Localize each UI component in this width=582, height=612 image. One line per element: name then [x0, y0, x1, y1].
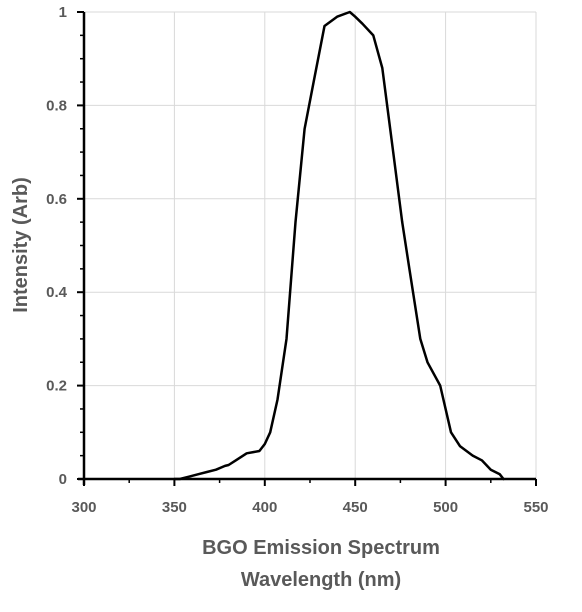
y-tick-label-0.6: 0.6 [46, 191, 67, 208]
y-tick-label-1: 1 [59, 4, 67, 21]
y-tick-label-0: 0 [59, 471, 67, 488]
y-tick-label-0.8: 0.8 [46, 97, 67, 114]
x-axis-title-line-2: Wavelength (nm) [241, 569, 401, 591]
x-axis-title-line-1: BGO Emission Spectrum [202, 537, 440, 559]
y-tick-label-0.2: 0.2 [46, 378, 67, 395]
series-layer [173, 10, 505, 481]
tick-labels: 300 350 400 450 500 550 0 0.2 0.4 0.6 0.8 1 [46, 4, 548, 516]
grid-lines [84, 11, 537, 479]
y-axis-title: Intensity (Arb) [10, 177, 32, 313]
series-line-0 [173, 10, 505, 481]
x-tick-label-500: 500 [433, 499, 458, 516]
x-tick-label-550: 550 [523, 499, 548, 516]
x-tick-label-300: 300 [71, 499, 96, 516]
x-tick-label-350: 350 [162, 499, 187, 516]
plot-axes [77, 11, 537, 486]
x-tick-label-400: 400 [252, 499, 277, 516]
y-tick-label-0.4: 0.4 [46, 284, 68, 301]
x-tick-label-450: 450 [343, 499, 368, 516]
